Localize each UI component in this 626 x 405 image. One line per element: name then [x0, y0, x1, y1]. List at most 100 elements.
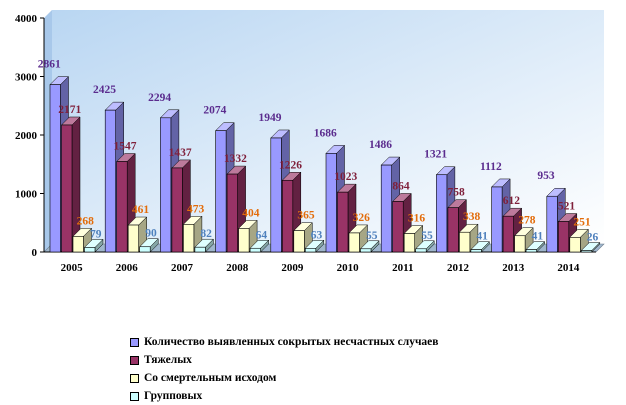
legend-label: Со смертельным исходом: [144, 372, 277, 384]
bar: [194, 246, 206, 253]
bar: [61, 124, 73, 253]
data-label: 1112: [480, 161, 502, 173]
data-label: 41: [476, 231, 488, 243]
y-tick-label: 2000: [15, 130, 38, 142]
data-label: 365: [297, 210, 315, 222]
data-label: 26: [587, 231, 599, 243]
x-tick-label: 2012: [447, 262, 470, 274]
bar: [104, 109, 116, 253]
data-label: 2861: [38, 59, 61, 71]
bar: [348, 232, 360, 253]
bar: [380, 164, 393, 253]
bar: [226, 173, 238, 253]
legend-item-group: Групповых: [130, 387, 439, 405]
bar: [580, 250, 593, 253]
x-tick-label: 2007: [171, 262, 194, 274]
bar: [360, 248, 372, 253]
data-label: 82: [200, 228, 212, 240]
bar: [84, 247, 96, 253]
x-tick-label: 2011: [392, 262, 413, 274]
data-label: 953: [537, 170, 555, 182]
legend-swatch: [130, 337, 139, 347]
data-label: 612: [503, 195, 521, 207]
x-tick-label: 2014: [557, 262, 580, 274]
bar: [415, 248, 427, 253]
legend-item-hidden-accidents: Количество выявленных сокрытых несчастны…: [130, 333, 439, 351]
data-label: 1547: [113, 141, 136, 153]
data-label: 1437: [169, 147, 192, 159]
x-tick-label: 2006: [116, 262, 139, 274]
bar: [215, 130, 227, 253]
bar: [293, 230, 305, 253]
legend-swatch: [130, 391, 139, 401]
data-label: 521: [558, 201, 576, 213]
data-label: 2294: [148, 92, 171, 104]
bar: [525, 249, 537, 253]
x-tick-label: 2009: [281, 262, 304, 274]
data-label: 758: [448, 187, 466, 199]
data-label: 63: [311, 229, 323, 241]
data-label: 1226: [279, 159, 302, 171]
y-tick-label: 1000: [15, 189, 38, 201]
bar: [116, 161, 128, 253]
legend-swatch: [130, 355, 139, 365]
bar: [171, 167, 183, 253]
bar: [281, 179, 294, 253]
legend-label: Групповых: [144, 390, 203, 402]
data-label: 326: [353, 212, 371, 224]
bar: [546, 195, 558, 253]
bar: [502, 215, 514, 253]
bar: [392, 201, 404, 253]
x-axis: 2005 2006 2007 2008 2009 2010 2011 2012 2013 2014: [44, 251, 596, 274]
bar: [491, 186, 503, 253]
bar: [447, 207, 459, 253]
bar: [569, 237, 581, 253]
data-label: 404: [242, 207, 260, 219]
data-label: 1332: [224, 153, 247, 165]
y-axis: 0 1000 2000 3000 4000: [15, 13, 45, 259]
x-tick-label: 2005: [61, 262, 84, 274]
data-label: 461: [132, 204, 150, 216]
bar: [238, 228, 250, 253]
data-label: 55: [366, 230, 378, 242]
data-label: 1486: [369, 139, 392, 151]
bar: [459, 231, 471, 253]
legend-swatch: [130, 373, 139, 383]
bars: [49, 76, 601, 253]
bar: [325, 153, 337, 253]
legend-item-fatal: Со смертельным исходом: [130, 369, 439, 387]
data-label: 338: [463, 211, 481, 223]
data-label: 2074: [203, 105, 226, 117]
data-label: 316: [408, 213, 426, 225]
legend-label: Количество выявленных сокрытых несчастны…: [144, 336, 439, 348]
data-label: 1949: [259, 112, 282, 124]
bar: [49, 84, 61, 253]
data-label: 864: [392, 180, 410, 192]
bar: [337, 191, 349, 253]
data-label: 268: [77, 215, 95, 227]
y-tick-label: 3000: [15, 72, 38, 84]
x-tick-label: 2013: [502, 262, 525, 274]
bar: [304, 248, 317, 253]
data-label: 55: [421, 230, 433, 242]
bar: [470, 249, 482, 253]
data-label: 473: [187, 203, 205, 215]
data-label: 79: [90, 228, 102, 240]
x-tick-label: 2010: [337, 262, 360, 274]
data-label: 2425: [93, 84, 116, 96]
data-label: 90: [145, 228, 157, 240]
bar: [160, 117, 172, 253]
bar: [270, 137, 282, 253]
legend: Количество выявленных сокрытых несчастны…: [130, 333, 439, 405]
data-label: 41: [532, 231, 544, 243]
y-tick-label: 4000: [15, 13, 38, 25]
data-label: 1686: [314, 127, 337, 139]
bar: [436, 174, 448, 253]
legend-label: Тяжелых: [144, 354, 192, 366]
bar: [514, 235, 526, 253]
data-label: 1321: [424, 149, 447, 161]
data-label: 1023: [334, 171, 357, 183]
bar: [127, 224, 139, 253]
x-tick-label: 2008: [226, 262, 249, 274]
